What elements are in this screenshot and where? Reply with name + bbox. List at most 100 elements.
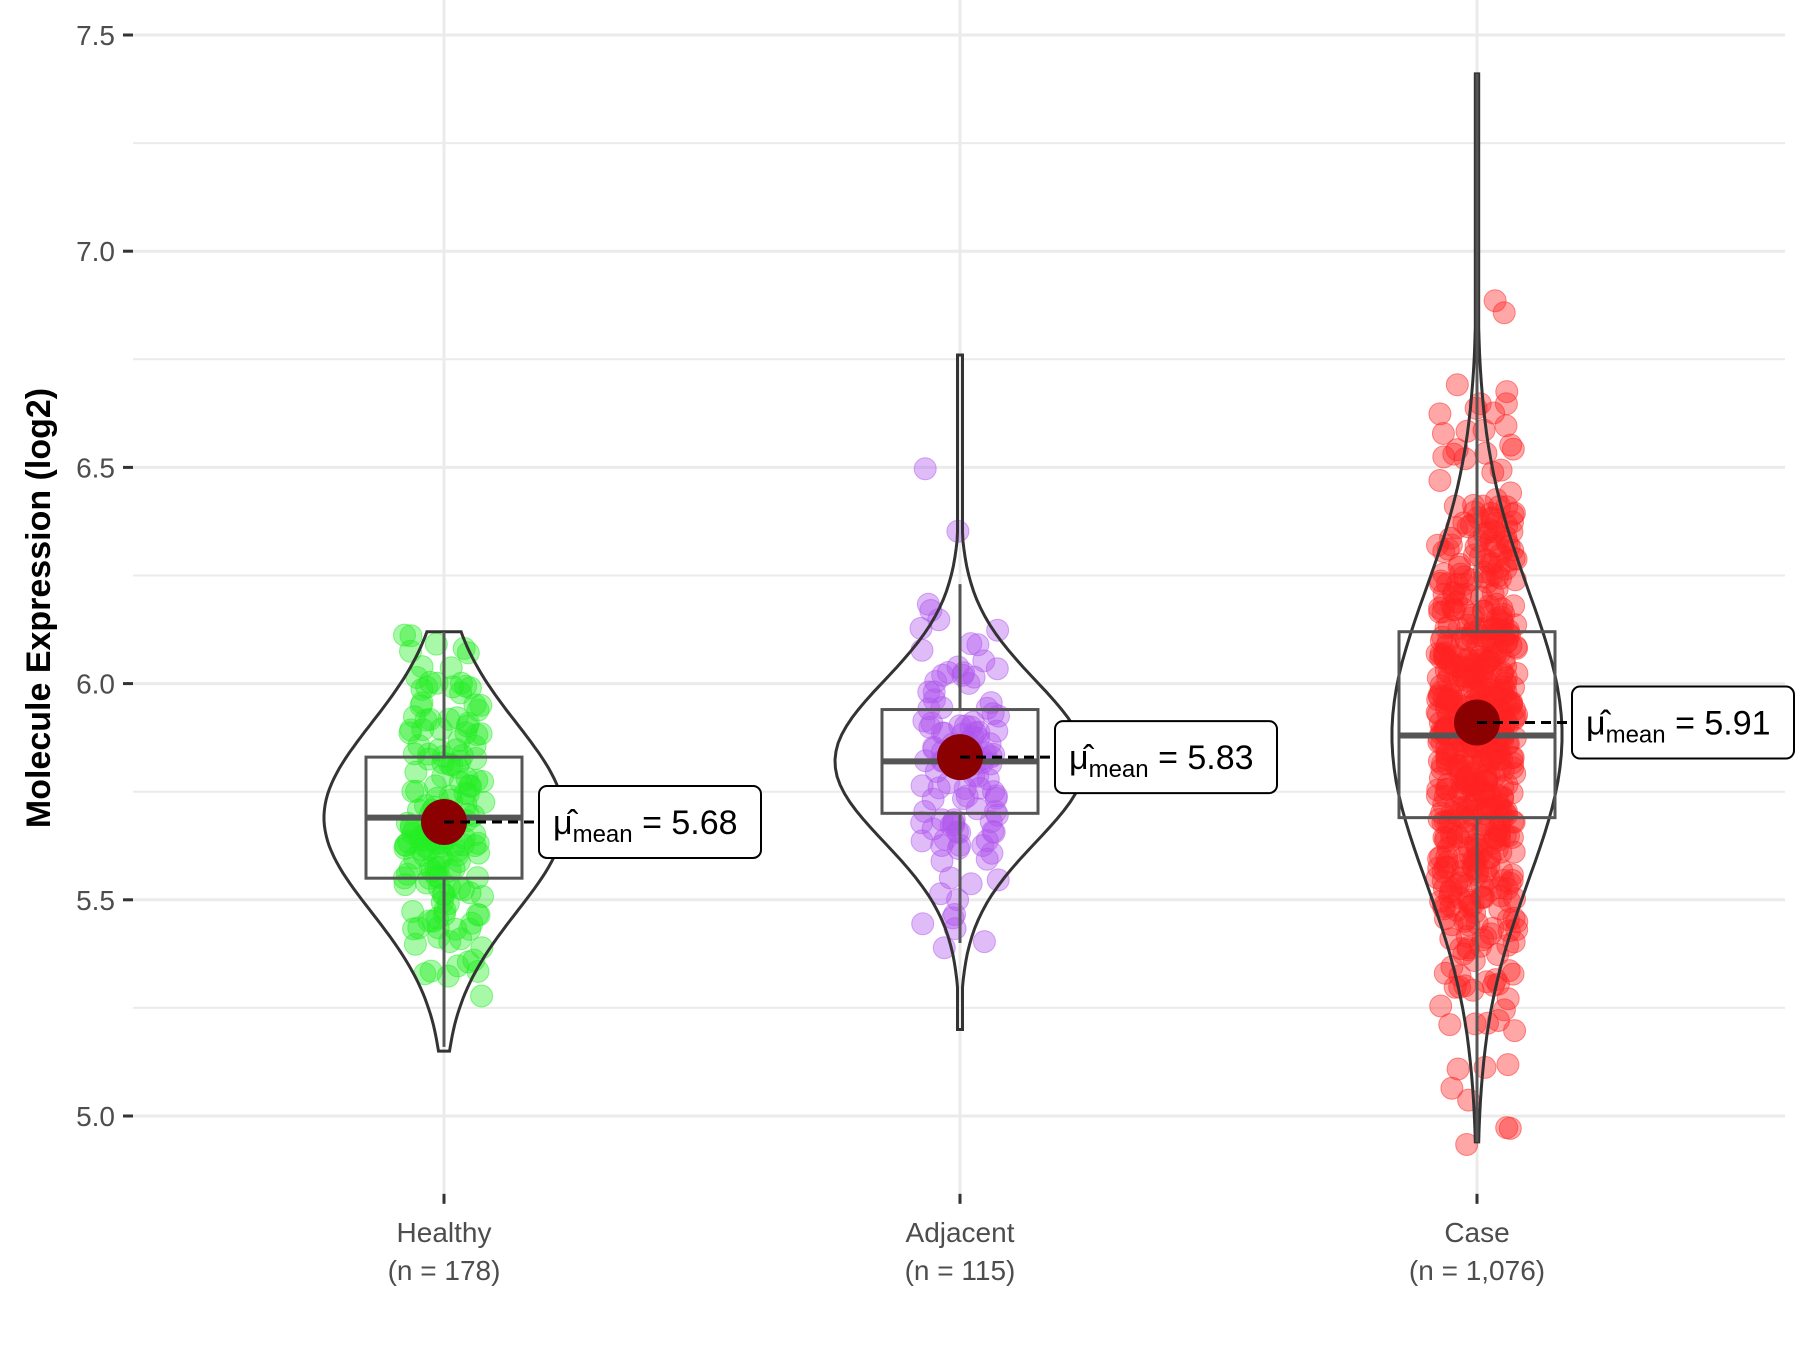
data-point (1471, 658, 1495, 682)
data-point (1446, 1057, 1470, 1081)
mean-label-box (1571, 685, 1795, 760)
data-point (985, 803, 1009, 827)
group-healthy: μ̂mean = 5.68 (322, 623, 762, 1053)
data-point (1455, 665, 1479, 689)
data-point (1474, 859, 1498, 883)
data-point (980, 841, 1004, 865)
data-point (1438, 880, 1462, 904)
data-point (1499, 433, 1523, 457)
data-point (1498, 1116, 1522, 1140)
data-point (1426, 778, 1450, 802)
data-point (1479, 746, 1503, 770)
mean-label-box (1054, 720, 1278, 795)
data-point (982, 820, 1006, 844)
data-point (1463, 500, 1487, 524)
data-point (456, 950, 480, 974)
data-point (1452, 565, 1476, 589)
data-point (922, 680, 946, 704)
data-point (1494, 414, 1518, 438)
data-point (417, 909, 441, 933)
data-point (913, 800, 937, 823)
mean-value: = 5.68 (633, 804, 738, 842)
data-point (938, 866, 962, 890)
data-point (465, 768, 489, 792)
y-tick-label: 6.5 (76, 452, 115, 483)
data-point (946, 888, 970, 912)
data-point (1487, 828, 1511, 852)
mean-subscript: mean (1606, 722, 1666, 749)
data-point (1431, 422, 1455, 445)
data-point (472, 790, 496, 814)
mean-label: μ̂mean = 5.91 (1586, 705, 1771, 749)
data-point (1502, 594, 1526, 618)
data-point (1495, 380, 1519, 404)
data-point (1494, 655, 1518, 679)
data-point (393, 623, 416, 647)
data-point (1499, 481, 1523, 505)
data-point (1496, 1053, 1520, 1077)
data-point (1431, 600, 1455, 624)
data-point (1429, 994, 1453, 1018)
data-point (439, 656, 463, 680)
data-point (459, 774, 483, 798)
data-point (1435, 845, 1459, 869)
data-point (436, 892, 460, 916)
x-axis: Healthy (n = 178) Adjacent (n = 115) Case (n … (388, 1193, 1545, 1286)
data-point (1482, 520, 1506, 544)
data-point (1463, 901, 1487, 925)
data-point (913, 457, 937, 481)
data-point (418, 670, 442, 694)
data-point (1438, 1013, 1462, 1037)
data-point (1433, 855, 1457, 879)
data-point (1462, 493, 1486, 517)
data-point (398, 721, 422, 745)
iqr-box (1397, 630, 1557, 820)
y-tick-label: 6.0 (76, 669, 115, 700)
violin-outline (322, 630, 566, 1053)
data-point (1435, 688, 1459, 712)
data-point (445, 706, 469, 730)
data-point (438, 930, 462, 954)
data-point (1429, 629, 1453, 653)
data-point (1488, 678, 1512, 702)
data-point (1434, 697, 1458, 721)
plot-groups: μ̂mean = 5.68 μ̂mean = 5.83 μ̂mean = 5.91 (322, 72, 1795, 1156)
data-point (470, 984, 494, 1008)
data-point (910, 638, 934, 662)
data-point (424, 774, 447, 798)
data-point (414, 708, 438, 732)
group-adjacent: μ̂mean = 5.83 (833, 353, 1278, 1031)
data-point (946, 837, 970, 860)
data-point (1489, 840, 1513, 864)
data-point (404, 760, 428, 784)
data-point (986, 618, 1010, 642)
data-point (968, 776, 992, 800)
data-point (1490, 747, 1514, 771)
data-point (1432, 445, 1456, 469)
data-point (1492, 301, 1516, 325)
y-tick-label: 7.0 (76, 236, 115, 267)
data-point (469, 722, 493, 746)
data-point (1434, 826, 1458, 850)
y-tick-label: 7.5 (76, 20, 115, 51)
violin-outline (833, 353, 1087, 1031)
data-point (1436, 668, 1460, 691)
data-point (921, 787, 945, 811)
data-point (1497, 959, 1521, 983)
data-point (1498, 623, 1521, 647)
data-point (1428, 596, 1452, 620)
y-axis: 5.0 5.5 6.0 6.5 7.0 7.5 (76, 20, 133, 1132)
x-tick-sublabel: (n = 178) (388, 1255, 501, 1286)
data-point (409, 838, 433, 862)
data-point (1497, 690, 1521, 713)
data-point (437, 707, 461, 731)
data-point (438, 859, 462, 883)
x-tick-sublabel: (n = 1,076) (1409, 1255, 1545, 1286)
x-tick-label: Case (1444, 1217, 1509, 1248)
data-point (409, 694, 433, 718)
data-point (1477, 616, 1501, 640)
data-point (930, 849, 954, 873)
data-point (975, 847, 999, 871)
group-case: μ̂mean = 5.91 (1390, 72, 1795, 1156)
